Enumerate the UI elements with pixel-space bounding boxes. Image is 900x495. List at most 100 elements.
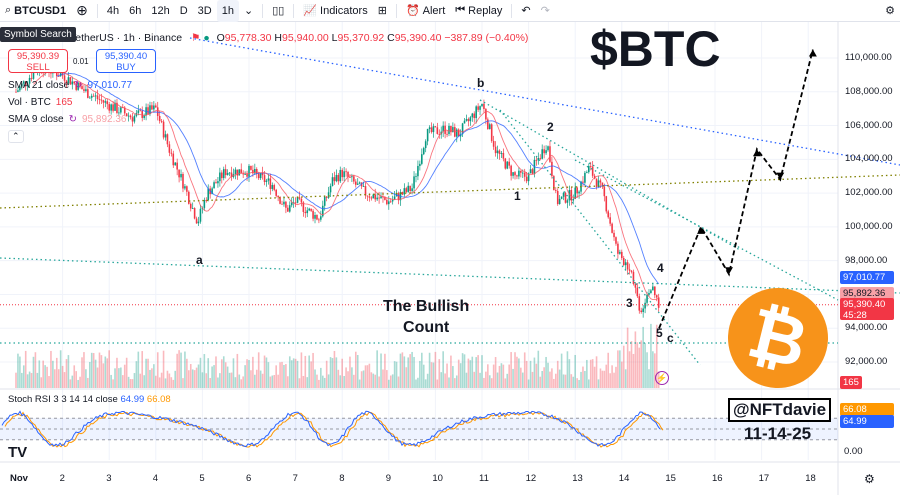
volume-bar (248, 360, 250, 388)
volume-bar (638, 347, 641, 388)
candle-body (428, 127, 431, 130)
candle-body (88, 97, 91, 99)
interval-d[interactable]: D (179, 4, 188, 17)
indicator-sma21[interactable]: SMA 21 close ↻ 97,010.77 (8, 80, 132, 91)
candle-body (125, 113, 128, 117)
volume-bar (320, 367, 322, 388)
alert-button[interactable]: ⏰ Alert (401, 0, 450, 22)
candle-body (436, 127, 439, 134)
volume-bar (599, 368, 602, 388)
candle-body (22, 81, 25, 84)
candle-body (527, 173, 530, 182)
interval-3d[interactable]: 3D (197, 4, 212, 17)
undo-icon: ↶ (521, 5, 531, 17)
volume-bar (271, 375, 274, 388)
candle-body (331, 177, 334, 186)
volume-bar (621, 361, 623, 388)
volume-bar (424, 379, 427, 388)
volume-bar (589, 359, 592, 388)
volume-bar (164, 378, 167, 388)
volume-bar (127, 376, 130, 388)
candle-body (595, 178, 598, 187)
interval-4h[interactable]: 4h (106, 4, 120, 17)
volume-bar (432, 362, 435, 388)
candle-body (156, 107, 159, 116)
buy-price: 95,390.40 (104, 51, 148, 62)
candle-body (597, 180, 600, 187)
volume-bar (655, 324, 658, 388)
chart-type-button[interactable]: ▯▯ (267, 0, 289, 22)
candle-body (234, 169, 237, 175)
indicator-sma9[interactable]: SMA 9 close ↻ 95,892.36 (8, 114, 126, 125)
projection-path (658, 49, 814, 329)
interval-6h[interactable]: 6h (129, 4, 142, 17)
buy-button[interactable]: 95,390.40 BUY (96, 49, 156, 73)
candle-body (574, 187, 576, 200)
price-axis-label: 104,000.00 (845, 153, 893, 165)
volume-bar (106, 358, 109, 388)
candle-body (67, 77, 70, 84)
volume-bar (110, 374, 112, 388)
candle-body (636, 287, 639, 297)
lightning-icon[interactable]: ⚡ (655, 371, 669, 385)
candle-body (199, 208, 202, 222)
candle-body (131, 117, 134, 122)
indicator-label: SMA 9 close (8, 114, 64, 125)
volume-bar (586, 359, 588, 388)
candle-body (298, 197, 301, 199)
volume-bar (607, 352, 610, 388)
candle-body (516, 175, 518, 177)
indicators-button[interactable]: 📈 Indicators (298, 0, 372, 22)
candle-body (302, 202, 305, 212)
candle-body (182, 173, 184, 189)
candle-body (586, 172, 588, 173)
volume-bar (222, 356, 225, 388)
replay-button[interactable]: ⏮ Replay (450, 0, 507, 22)
volume-bar (145, 358, 147, 388)
layouts-button[interactable]: ⊞ (373, 0, 392, 22)
settings-button[interactable]: ⚙ (880, 0, 900, 22)
volume-bar (382, 369, 384, 388)
volume-bar (389, 375, 392, 388)
volume-bar (450, 355, 452, 388)
interval-12h[interactable]: 12h (151, 4, 170, 17)
sell-button[interactable]: 95,390.39 SELL (8, 49, 68, 73)
interval-1h[interactable]: 1h (216, 0, 239, 22)
volume-bar (558, 369, 561, 388)
indicator-volume[interactable]: Vol · BTC 165 (8, 97, 72, 108)
candle-body (452, 127, 454, 133)
candle-body (494, 146, 497, 154)
volume-bar (615, 366, 617, 388)
volume-bar (624, 369, 627, 388)
candle-body (407, 185, 410, 192)
interval-dropdown[interactable]: ⌄ (239, 0, 258, 22)
undo-button[interactable]: ↶ (516, 0, 535, 22)
date-axis-label: 14 (618, 473, 630, 484)
volume-bar (454, 378, 456, 388)
candle-body (104, 101, 107, 103)
post-date: 11-14-25 (744, 424, 812, 443)
symbol-search-button[interactable]: ⌕ BTCUSD1 (5, 4, 67, 17)
volume-bar (547, 362, 549, 388)
candle-body (15, 91, 17, 93)
volume-bar (584, 370, 586, 388)
date-axis-label: 10 (432, 473, 443, 484)
candle-body (316, 214, 318, 220)
volume-bar (386, 370, 388, 388)
volume-bar (217, 377, 219, 388)
candle-body (520, 170, 522, 173)
candle-body (508, 161, 510, 166)
axis-settings-button[interactable]: ⚙ (864, 472, 875, 486)
redo-button[interactable]: ↷ (536, 0, 555, 22)
volume-bar (372, 373, 375, 388)
volume-bar (518, 358, 520, 388)
volume-bar (467, 358, 470, 388)
candle-body (650, 290, 652, 293)
tradingview-logo[interactable]: TV (8, 444, 28, 461)
volume-bar (79, 376, 81, 388)
compare-button[interactable]: ⊕ (71, 0, 93, 22)
collapse-legend-button[interactable]: ⌃ (8, 130, 24, 143)
candle-body (638, 296, 641, 311)
stoch-rsi-legend[interactable]: Stoch RSI 3 3 14 14 close 64.99 66.08 (8, 394, 171, 405)
